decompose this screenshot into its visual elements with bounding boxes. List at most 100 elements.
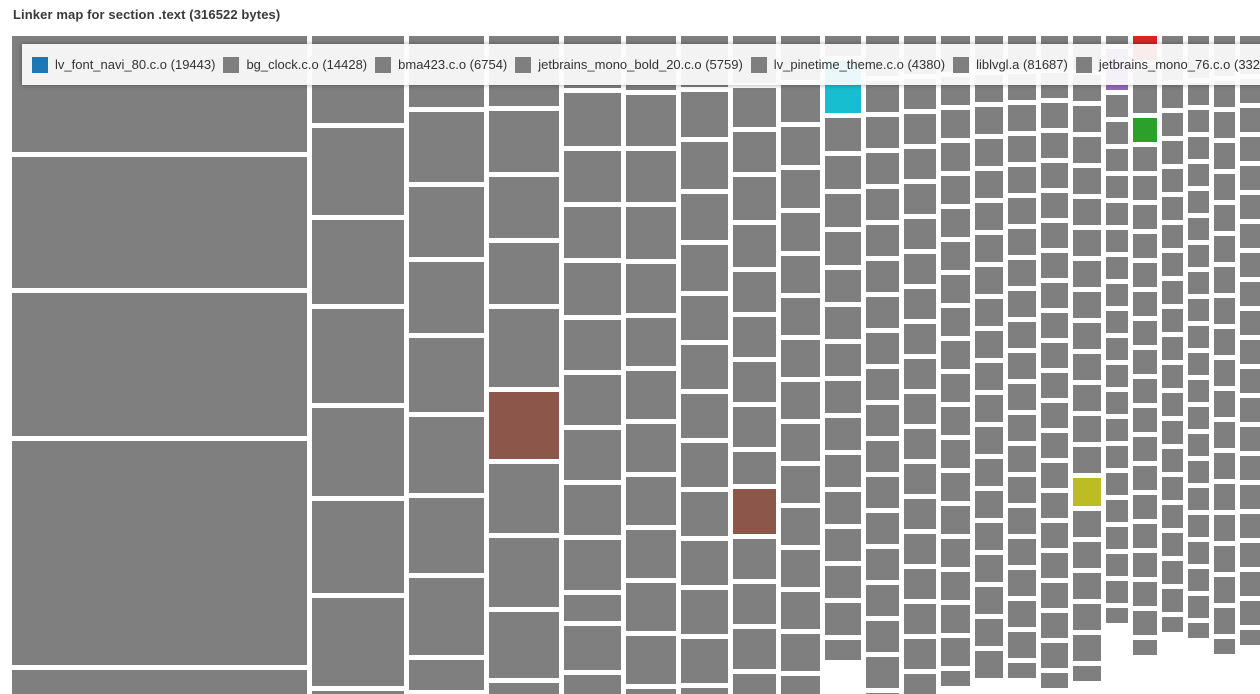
treemap-block[interactable]	[1008, 508, 1036, 534]
treemap-block[interactable]	[781, 508, 820, 545]
treemap-block[interactable]	[1008, 167, 1036, 193]
treemap-block[interactable]	[733, 317, 776, 357]
treemap-block[interactable]	[564, 540, 621, 590]
treemap-block[interactable]	[1106, 500, 1128, 522]
treemap-block[interactable]	[781, 676, 820, 694]
treemap-block[interactable]	[312, 598, 404, 686]
treemap-block[interactable]	[1041, 493, 1068, 518]
treemap-block[interactable]	[1041, 463, 1068, 488]
treemap-block[interactable]	[1041, 223, 1068, 248]
treemap-block[interactable]	[1008, 415, 1036, 441]
treemap-block[interactable]	[733, 674, 776, 694]
treemap-block[interactable]	[626, 477, 676, 525]
treemap-block[interactable]	[781, 85, 820, 122]
treemap-block[interactable]	[409, 498, 484, 573]
treemap-block[interactable]	[866, 297, 899, 328]
treemap-block[interactable]	[1073, 416, 1101, 442]
treemap-block[interactable]	[1214, 484, 1235, 510]
treemap-block[interactable]	[1008, 136, 1036, 162]
treemap-block[interactable]	[781, 127, 820, 165]
treemap-block[interactable]	[564, 151, 621, 202]
treemap-block[interactable]	[1106, 36, 1128, 44]
treemap-block[interactable]	[1162, 309, 1183, 332]
treemap-block[interactable]	[1240, 514, 1260, 538]
treemap-block[interactable]	[1162, 505, 1183, 528]
treemap-block[interactable]	[733, 272, 776, 312]
treemap-block[interactable]	[1106, 176, 1128, 198]
treemap-block[interactable]	[1106, 257, 1128, 279]
treemap-block[interactable]	[1214, 174, 1235, 200]
treemap-block[interactable]	[825, 232, 861, 265]
treemap-block[interactable]	[564, 675, 621, 694]
treemap-block[interactable]	[904, 569, 936, 599]
treemap-block[interactable]	[975, 395, 1003, 422]
treemap-block[interactable]	[1133, 176, 1157, 200]
treemap-block[interactable]	[1073, 106, 1101, 132]
treemap-block[interactable]	[1162, 449, 1183, 472]
treemap-block[interactable]	[1106, 149, 1128, 171]
legend-item[interactable]: lv_font_navi_80.c.o (19443)	[32, 56, 215, 73]
treemap-block[interactable]	[564, 595, 621, 621]
treemap-block[interactable]	[1106, 446, 1128, 468]
treemap-block[interactable]	[564, 93, 621, 146]
treemap-block[interactable]	[1162, 85, 1183, 108]
treemap-block[interactable]	[1133, 234, 1157, 258]
treemap-block[interactable]	[1106, 527, 1128, 549]
treemap-block[interactable]	[1188, 488, 1209, 510]
treemap-block[interactable]	[866, 405, 899, 436]
treemap-block[interactable]	[781, 340, 820, 377]
treemap-block[interactable]	[1041, 523, 1068, 548]
treemap-block[interactable]	[941, 176, 970, 204]
treemap-block[interactable]	[733, 132, 776, 172]
treemap-block[interactable]	[626, 530, 676, 578]
legend-item[interactable]: lv_pinetime_theme.c.o (4380)	[750, 56, 945, 73]
treemap-block[interactable]	[825, 270, 861, 302]
treemap-block[interactable]	[825, 492, 861, 524]
legend-item[interactable]: bg_clock.c.o (14428)	[223, 56, 367, 73]
treemap-block[interactable]	[1162, 561, 1183, 584]
treemap-block[interactable]	[1162, 533, 1183, 556]
treemap-block[interactable]	[904, 674, 936, 694]
treemap-block[interactable]	[1162, 365, 1183, 388]
treemap-block[interactable]	[1214, 143, 1235, 169]
treemap-block[interactable]	[489, 464, 559, 533]
treemap-block[interactable]	[866, 513, 899, 544]
treemap-block[interactable]	[1133, 466, 1157, 490]
treemap-block[interactable]	[312, 128, 404, 215]
treemap-block[interactable]	[781, 634, 820, 671]
treemap-block[interactable]	[1214, 236, 1235, 262]
treemap-block[interactable]	[681, 92, 728, 137]
treemap-block[interactable]	[825, 156, 861, 189]
treemap-block[interactable]	[904, 429, 936, 459]
treemap-block[interactable]	[1073, 511, 1101, 537]
treemap-block[interactable]	[975, 331, 1003, 358]
treemap-block[interactable]	[1240, 485, 1260, 509]
treemap-block[interactable]	[1106, 608, 1128, 623]
treemap-block[interactable]	[1188, 218, 1209, 240]
treemap-block[interactable]	[1162, 253, 1183, 276]
treemap-block[interactable]	[12, 670, 307, 694]
treemap-block[interactable]	[904, 394, 936, 424]
treemap-block[interactable]	[904, 219, 936, 249]
treemap-block[interactable]	[564, 263, 621, 315]
treemap-block[interactable]	[1041, 283, 1068, 308]
treemap-block[interactable]	[626, 151, 676, 202]
treemap-block[interactable]	[1240, 224, 1260, 248]
treemap-block[interactable]	[1106, 365, 1128, 387]
treemap-block[interactable]	[1133, 553, 1157, 577]
treemap-block[interactable]	[1073, 542, 1101, 568]
treemap-block[interactable]	[1008, 229, 1036, 255]
treemap-block[interactable]	[825, 603, 861, 635]
treemap-block[interactable]	[825, 566, 861, 598]
treemap-block[interactable]	[1188, 299, 1209, 321]
treemap-block[interactable]	[12, 441, 307, 665]
treemap-block[interactable]	[1214, 329, 1235, 355]
treemap-block[interactable]	[312, 691, 404, 694]
treemap-block[interactable]	[1188, 83, 1209, 105]
treemap-block[interactable]	[1162, 477, 1183, 500]
treemap-block[interactable]	[1240, 601, 1260, 625]
treemap-block[interactable]	[904, 254, 936, 284]
treemap-block[interactable]	[866, 585, 899, 616]
treemap-block[interactable]	[904, 114, 936, 144]
treemap-block[interactable]	[941, 473, 970, 501]
